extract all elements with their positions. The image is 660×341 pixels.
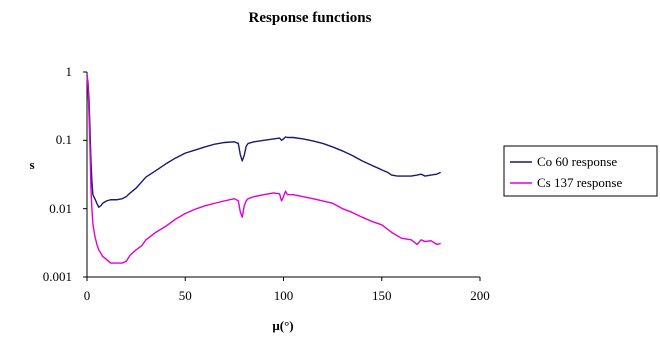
y-tick-label: 0.1: [56, 132, 72, 147]
x-tick-label: 0: [84, 288, 91, 303]
y-tick-label: 0.01: [49, 201, 72, 216]
x-axis-label: μ(°): [272, 318, 293, 333]
chart-title: Response functions: [249, 10, 372, 26]
series-line-co60: [86, 75, 441, 208]
legend-label-cs137: Cs 137 response: [537, 175, 622, 190]
y-tick-label: 0.001: [43, 269, 72, 284]
legend: Co 60 response Cs 137 response: [503, 145, 658, 197]
series-group: [86, 75, 441, 264]
legend-label-co60: Co 60 response: [537, 154, 617, 169]
x-tick-label: 200: [470, 288, 490, 303]
legend-box: [503, 145, 658, 197]
series-line-cs137: [86, 75, 441, 264]
y-tick-label: 1: [66, 64, 73, 79]
x-tick-label: 100: [274, 288, 294, 303]
x-tick-label: 150: [372, 288, 392, 303]
x-tick-group: 0 50 100 150 200: [84, 277, 490, 303]
y-tick-group: 1 0.1 0.01 0.001: [43, 64, 87, 284]
y-axis-label: s: [29, 157, 34, 172]
x-tick-label: 50: [179, 288, 192, 303]
